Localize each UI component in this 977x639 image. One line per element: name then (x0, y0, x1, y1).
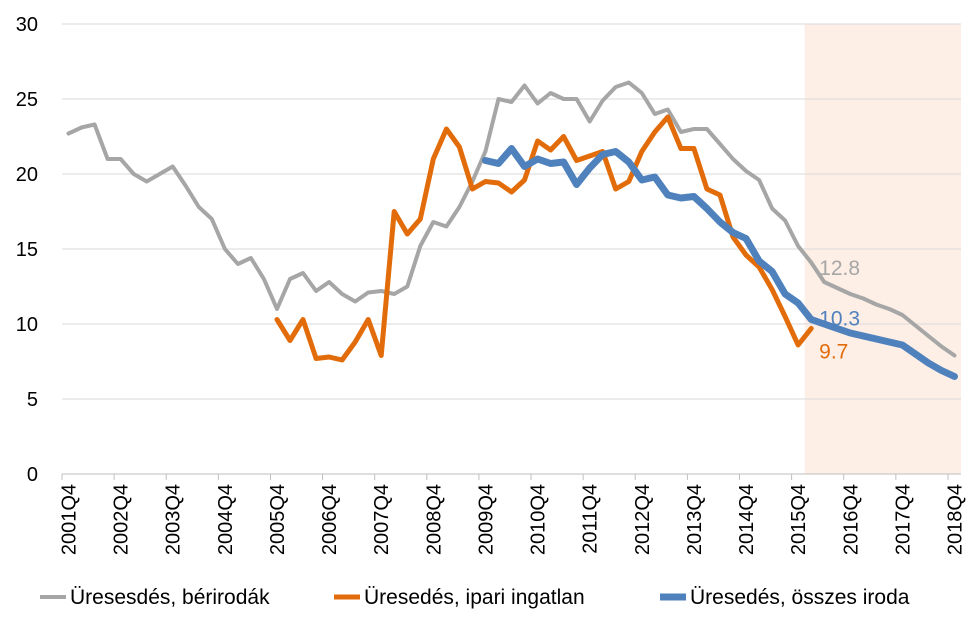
data-labels: 12.8 10.3 9.7 (819, 257, 860, 364)
y-tick-label: 10 (16, 314, 38, 336)
series-line (481, 145, 958, 380)
x-tick-label: 2015Q4 (788, 484, 810, 555)
x-tick-label: 2016Q4 (840, 484, 862, 555)
series-line (274, 114, 814, 363)
y-tick-label: 20 (16, 164, 38, 186)
x-tick-label: 2006Q4 (319, 484, 341, 555)
x-tick-label: 2005Q4 (267, 484, 289, 555)
legend-entry: Üresedés, összes iroda (690, 586, 910, 609)
x-tick-label: 2001Q4 (59, 484, 81, 555)
x-tick-label: 2002Q4 (111, 484, 133, 555)
data-label: 9.7 (819, 341, 848, 364)
y-tick-label: 30 (16, 14, 38, 36)
y-tick-label: 25 (16, 89, 38, 111)
legend: Üresesdés, bérirodák Üresedés, ipari inga… (40, 586, 910, 609)
x-tick-label: 2018Q4 (944, 484, 966, 555)
data-label: 12.8 (819, 257, 860, 280)
series-line (66, 80, 957, 358)
x-tick-label: 2007Q4 (371, 484, 393, 555)
series-lines (66, 80, 958, 380)
y-tick-label: 5 (27, 389, 38, 411)
x-tick-label: 2004Q4 (215, 484, 237, 555)
legend-entry: Üresesdés, bérirodák (70, 586, 270, 609)
x-axis-ticks: 2001Q4 2002Q4 2003Q4 2004Q4 2005Q4 2006Q4 2007… (59, 474, 966, 555)
x-tick-label: 2003Q4 (163, 484, 185, 555)
data-label: 10.3 (819, 308, 860, 331)
x-tick-label: 2013Q4 (684, 484, 706, 555)
legend-entry: Üresedés, ipari ingatlan (364, 586, 585, 609)
x-tick-label: 2008Q4 (423, 484, 445, 555)
x-tick-label: 2009Q4 (475, 484, 497, 555)
x-tick-label: 2012Q4 (632, 484, 654, 555)
x-tick-label: 2017Q4 (892, 484, 914, 555)
y-tick-label: 0 (27, 464, 38, 486)
x-tick-label: 2011Q4 (580, 484, 602, 554)
y-tick-label: 15 (16, 239, 38, 261)
x-tick-label: 2014Q4 (736, 484, 758, 555)
gridlines (62, 23, 961, 400)
x-tick-label: 2010Q4 (528, 484, 550, 555)
y-axis-ticks: 0 5 10 15 20 25 30 (16, 14, 38, 486)
